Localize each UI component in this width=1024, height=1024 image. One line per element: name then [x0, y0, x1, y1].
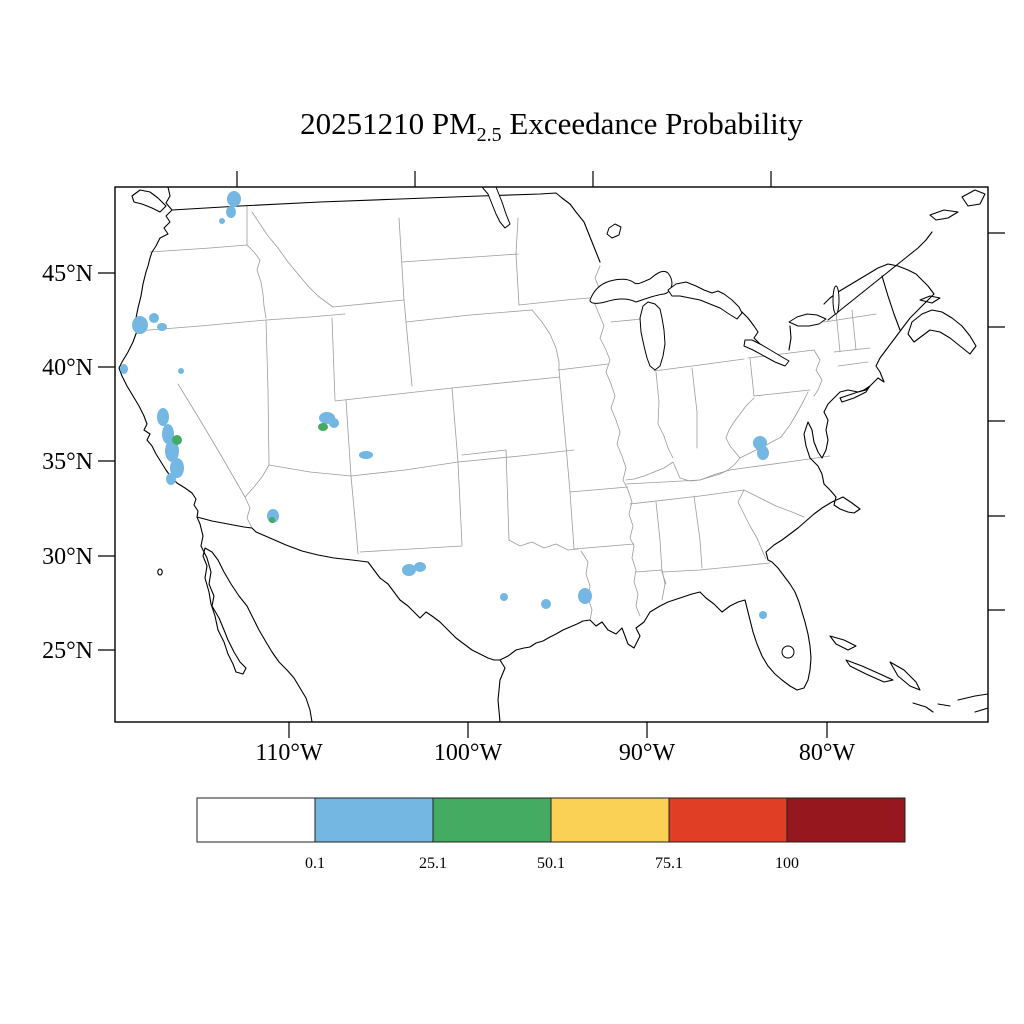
colorbar-tick-label: 50.1	[537, 855, 565, 872]
region-southwest-oregon-coast	[132, 316, 148, 334]
region-central-florida	[759, 611, 767, 619]
lake-huron	[667, 281, 743, 320]
region-northern-california-coast	[120, 364, 128, 374]
region-southwest-oregon-coast	[149, 313, 159, 323]
colorbar-tick-label: 25.1	[419, 855, 447, 872]
region-california-central-valley	[157, 408, 169, 426]
coastlines	[118, 187, 988, 722]
title-prefix: 20251210 PM	[300, 106, 477, 141]
colorbar-segment-4	[668, 797, 788, 843]
lat-label: 40°N	[42, 355, 93, 381]
map-frame	[114, 186, 989, 723]
lake-michigan	[639, 301, 666, 371]
region-southwest-oregon-coast	[157, 323, 167, 331]
lake-superior	[589, 270, 673, 304]
region-wasatch-front-utah-core	[318, 423, 328, 431]
region-texas-louisiana-border	[578, 588, 592, 604]
axis-ticks	[98, 171, 1005, 738]
state-borders	[136, 205, 877, 621]
colorbar-labels: 0.1 25.1 50.1 75.1 100	[305, 855, 799, 872]
region-southern-west-virginia	[757, 446, 769, 460]
title-suffix: Exceedance Probability	[501, 106, 803, 141]
colorbar-segment-3	[550, 797, 670, 843]
figure-title: 20251210 PM2.5 Exceedance Probability	[115, 106, 988, 145]
region-western-colorado	[359, 451, 373, 459]
colorbar-segment-0	[196, 797, 316, 843]
colorbar-segment-2	[432, 797, 552, 843]
region-california-central-valley	[166, 473, 176, 485]
colorbar	[196, 797, 906, 843]
lake-winnipeg	[481, 187, 511, 229]
lake-erie	[743, 339, 790, 367]
region-california-central-valley	[170, 458, 184, 478]
lat-label: 30°N	[42, 544, 93, 570]
region-california-central-valley	[162, 424, 174, 444]
region-north-central-washington	[227, 191, 241, 207]
region-north-central-washington	[219, 218, 225, 224]
region-california-central-valley	[165, 440, 179, 462]
lake-ontario	[788, 313, 827, 327]
lake-nipigon	[606, 223, 622, 239]
region-southeast-new-mexico-west-texas	[402, 564, 416, 576]
great-lakes	[481, 187, 840, 659]
region-california-central-valley-core	[172, 435, 182, 445]
lat-label: 35°N	[42, 449, 93, 475]
colorbar-segment-5	[786, 797, 906, 843]
lake-okeechobee	[781, 645, 795, 659]
colorbar-segment-1	[314, 797, 434, 843]
colorbar-tick-label: 75.1	[655, 855, 683, 872]
colorbar-tick-label: 0.1	[305, 855, 325, 872]
region-east-central-texas	[541, 599, 551, 609]
lon-label: 80°W	[799, 740, 856, 766]
lat-label: 45°N	[42, 261, 93, 287]
title-subscript: 2.5	[476, 124, 502, 147]
lake-champlain	[832, 285, 840, 315]
lon-label: 100°W	[434, 740, 503, 766]
region-northwest-nevada	[178, 368, 184, 374]
lon-label: 90°W	[619, 740, 676, 766]
exceedance-probability-regions	[120, 191, 769, 619]
colorbar-tick-label: 100	[775, 855, 799, 872]
region-central-arizona-core	[269, 517, 275, 523]
lat-label: 25°N	[42, 638, 93, 664]
region-southeast-new-mexico-west-texas	[414, 562, 426, 572]
latitude-axis: 45°N 40°N 35°N 30°N 25°N	[42, 261, 93, 664]
region-central-texas	[500, 593, 508, 601]
region-wasatch-front-utah	[329, 418, 339, 428]
lon-label: 110°W	[255, 740, 323, 766]
region-north-central-washington	[226, 206, 236, 218]
longitude-axis: 110°W 100°W 90°W 80°W	[255, 740, 855, 766]
